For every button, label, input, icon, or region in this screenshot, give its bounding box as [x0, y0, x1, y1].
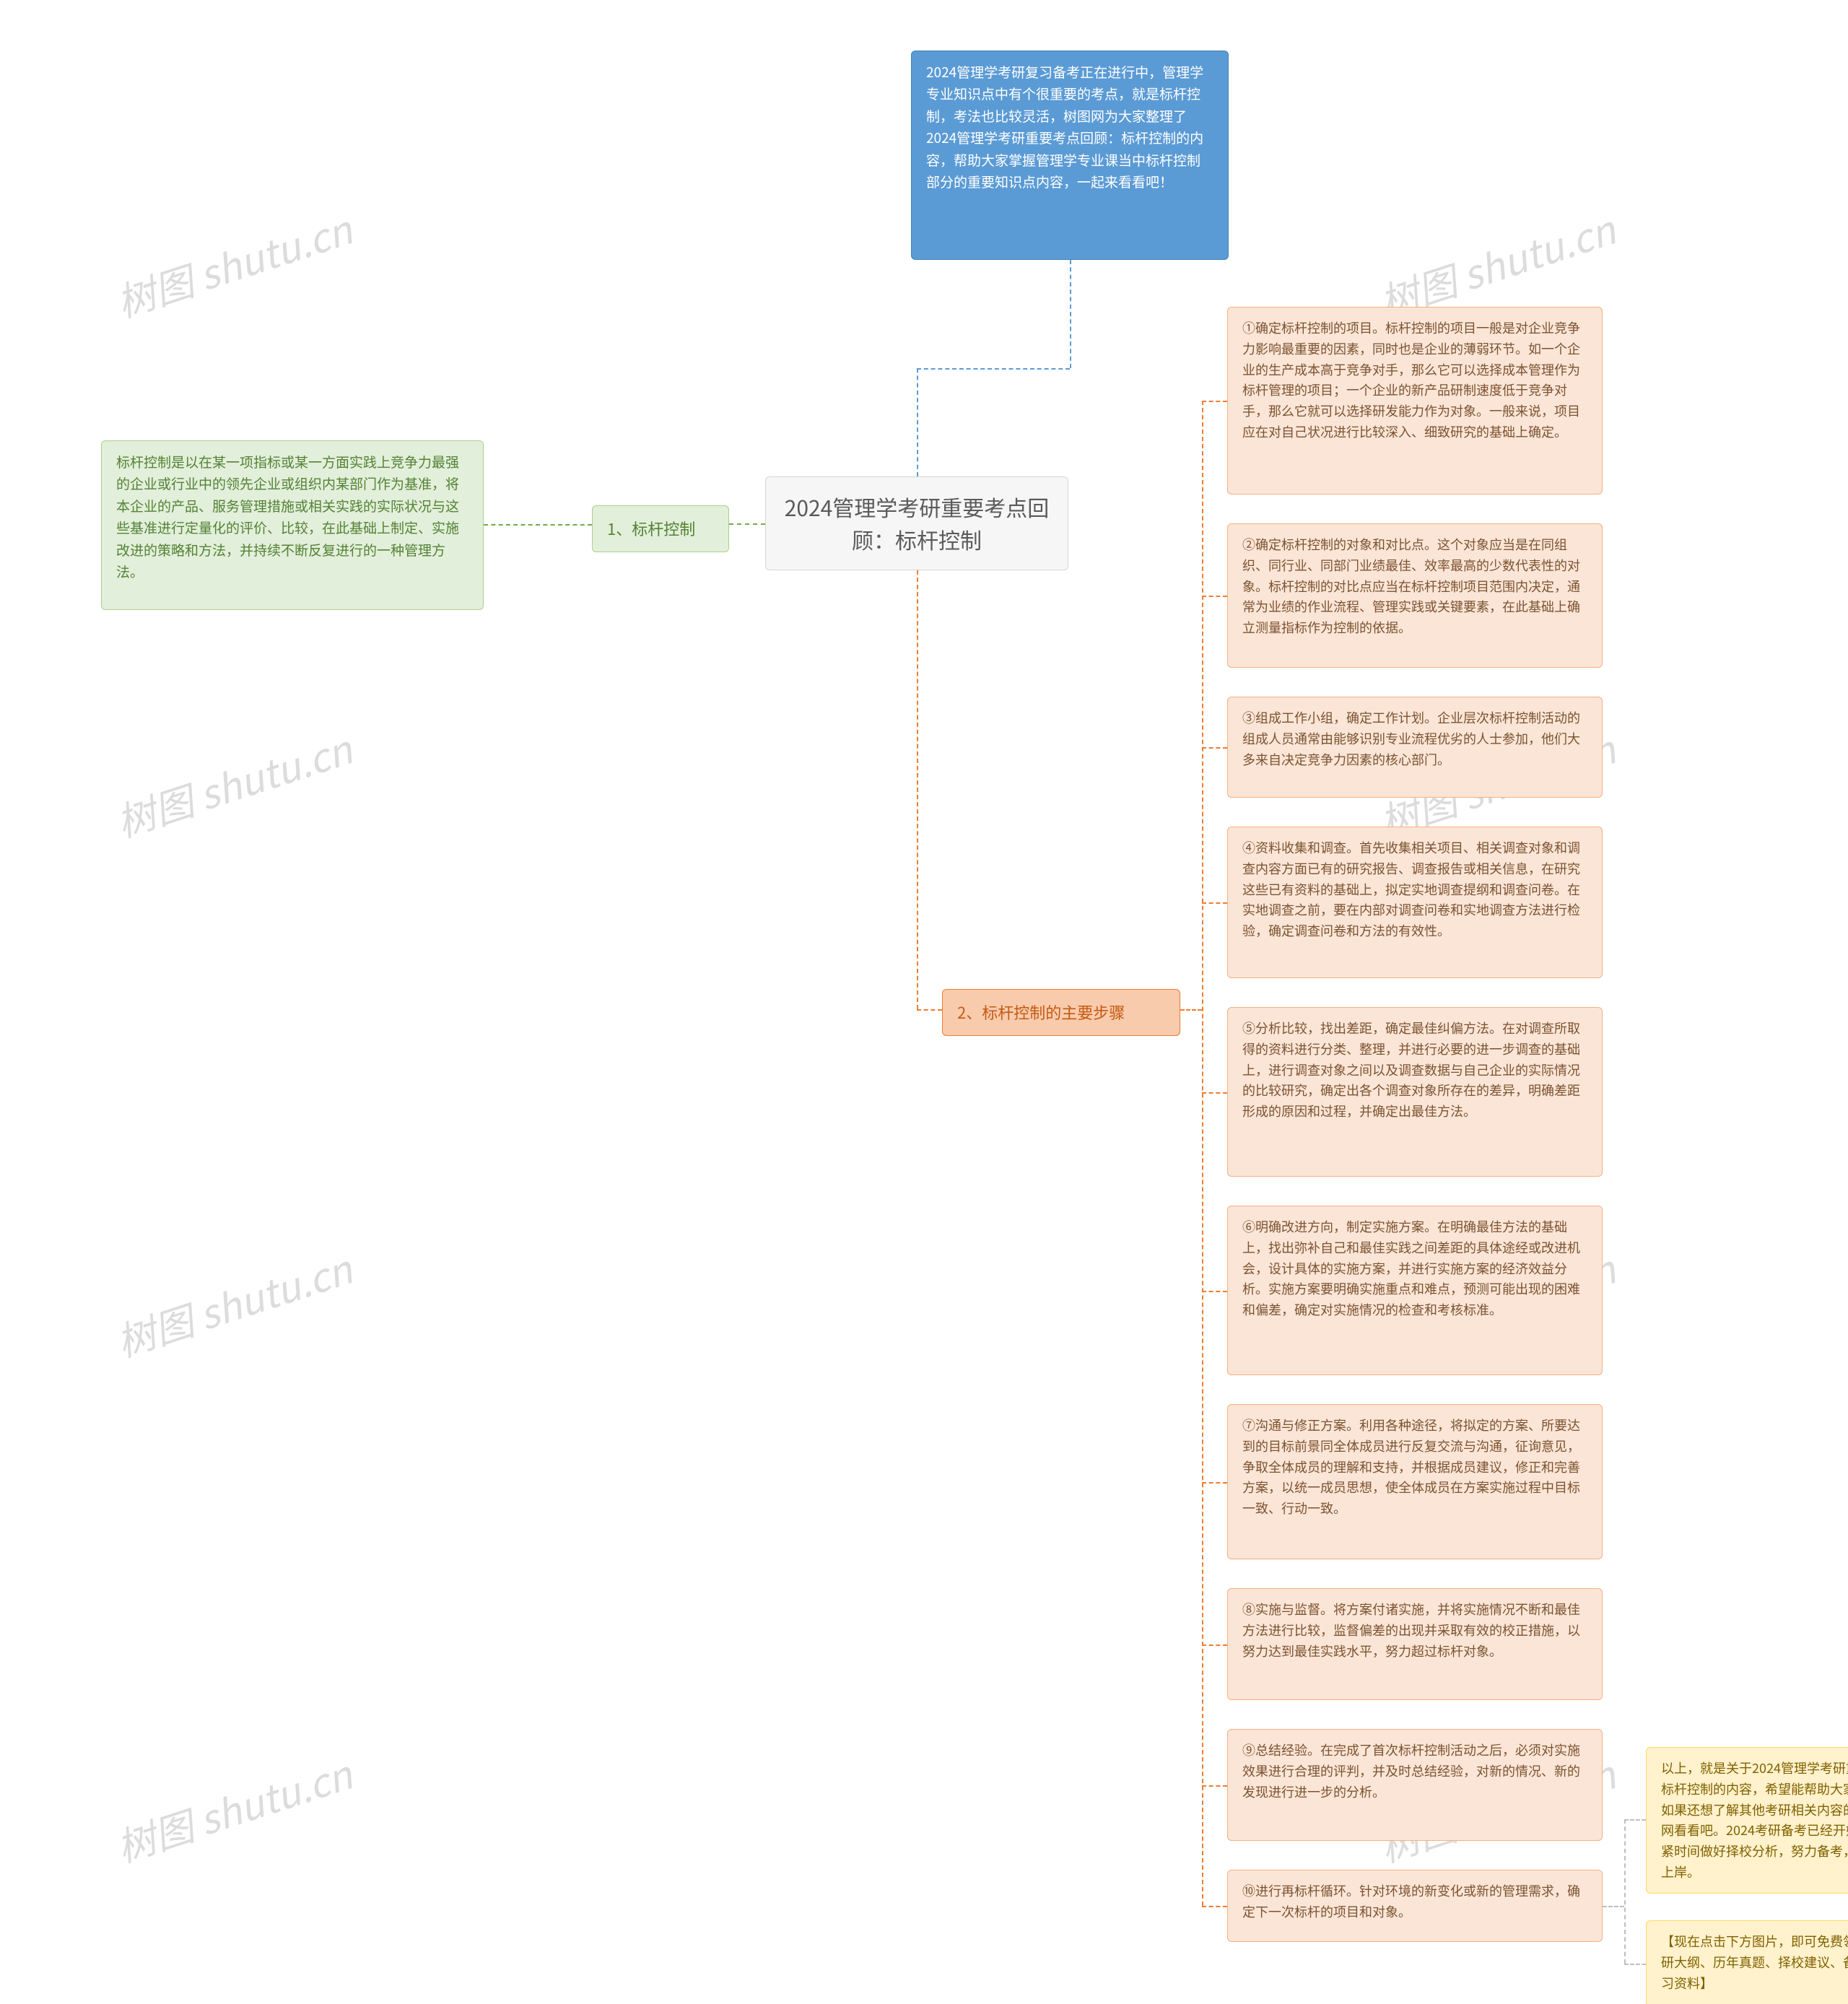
connector	[1624, 1819, 1626, 1964]
connector	[1603, 1906, 1624, 1907]
watermark: 树图 shutu.cn	[108, 1743, 359, 1873]
connector	[1202, 401, 1227, 402]
watermark: 树图 shutu.cn	[108, 718, 359, 848]
connector	[1202, 401, 1203, 1906]
branch2-text: 2、标杆控制的主要步骤	[957, 1000, 1125, 1025]
connector	[1202, 1092, 1227, 1094]
step8-node: ⑧实施与监督。将方案付诸实施，并将实施情况不断和最佳方法进行比较，监督偏差的出现…	[1227, 1588, 1603, 1700]
step7-node: ⑦沟通与修正方案。利用各种途径，将拟定的方案、所要达到的目标前景同全体成员进行反…	[1227, 1404, 1603, 1559]
branch1-node: 1、标杆控制	[592, 505, 729, 552]
connector	[1070, 260, 1071, 368]
connector	[1202, 902, 1227, 904]
step2-text: ②确定标杆控制的对象和对比点。这个对象应当是在同组织、同行业、同部门业绩最佳、效…	[1242, 535, 1580, 637]
branch1-text: 1、标杆控制	[607, 516, 695, 541]
tail2-node: 【现在点击下方图片，即可免费领取参考书单、考研大纲、历年真题、择校建议、备考经验…	[1646, 1920, 1848, 2004]
step7-text: ⑦沟通与修正方案。利用各种途径，将拟定的方案、所要达到的目标前景同全体成员进行反…	[1242, 1416, 1580, 1517]
step4-node: ④资料收集和调查。首先收集相关项目、相关调查对象和调查内容方面已有的研究报告、调…	[1227, 827, 1603, 978]
step4-text: ④资料收集和调查。首先收集相关项目、相关调查对象和调查内容方面已有的研究报告、调…	[1242, 838, 1580, 940]
center-text: 2024管理学考研重要考点回顾：标杆控制	[780, 491, 1053, 556]
center-node: 2024管理学考研重要考点回顾：标杆控制	[765, 476, 1068, 570]
watermark: 树图 shutu.cn	[108, 1238, 359, 1368]
connector	[1202, 1785, 1227, 1787]
intro-text: 2024管理学考研复习备考正在进行中，管理学专业知识点中有个很重要的考点，就是标…	[926, 62, 1203, 191]
step8-text: ⑧实施与监督。将方案付诸实施，并将实施情况不断和最佳方法进行比较，监督偏差的出现…	[1242, 1600, 1580, 1660]
branch1-leaf-node: 标杆控制是以在某一项指标或某一方面实践上竞争力最强的企业或行业中的领先企业或组织…	[101, 440, 484, 610]
connector	[729, 523, 765, 525]
connector	[1624, 1819, 1646, 1821]
intro-node: 2024管理学考研复习备考正在进行中，管理学专业知识点中有个很重要的考点，就是标…	[911, 51, 1229, 260]
branch2-node: 2、标杆控制的主要步骤	[942, 989, 1180, 1036]
connector	[1202, 1482, 1227, 1484]
connector	[917, 1009, 942, 1011]
step5-node: ⑤分析比较，找出差距，确定最佳纠偏方法。在对调查所取得的资料进行分类、整理，并进…	[1227, 1007, 1603, 1177]
step2-node: ②确定标杆控制的对象和对比点。这个对象应当是在同组织、同行业、同部门业绩最佳、效…	[1227, 523, 1603, 668]
step1-text: ①确定标杆控制的项目。标杆控制的项目一般是对企业竞争力影响最重要的因素，同时也是…	[1242, 318, 1580, 441]
connector	[1624, 1964, 1646, 1965]
connector	[484, 524, 592, 526]
step1-node: ①确定标杆控制的项目。标杆控制的项目一般是对企业竞争力影响最重要的因素，同时也是…	[1227, 307, 1603, 495]
step6-text: ⑥明确改进方向，制定实施方案。在明确最佳方法的基础上，找出弥补自己和最佳实践之间…	[1242, 1217, 1580, 1319]
connector	[1202, 596, 1227, 597]
step10-node: ⑩进行再标杆循环。针对环境的新变化或新的管理需求，确定下一次标杆的项目和对象。	[1227, 1870, 1603, 1942]
connector	[1202, 1644, 1227, 1646]
step9-text: ⑨总结经验。在完成了首次标杆控制活动之后，必须对实施效果进行合理的评判，并及时总…	[1242, 1741, 1580, 1801]
step5-text: ⑤分析比较，找出差距，确定最佳纠偏方法。在对调查所取得的资料进行分类、整理，并进…	[1242, 1019, 1580, 1120]
connector	[1180, 1009, 1202, 1011]
branch1-leaf-text: 标杆控制是以在某一项指标或某一方面实践上竞争力最强的企业或行业中的领先企业或组织…	[116, 452, 459, 581]
connector	[917, 570, 918, 1009]
tail1-node: 以上，就是关于2024管理学考研重要考点回顾：标杆控制的内容，希望能帮助大家做好…	[1646, 1747, 1848, 1894]
step3-text: ③组成工作小组，确定工作计划。企业层次标杆控制活动的组成人员通常由能够识别专业流…	[1242, 708, 1580, 769]
watermark: 树图 shutu.cn	[108, 199, 359, 328]
step10-text: ⑩进行再标杆循环。针对环境的新变化或新的管理需求，确定下一次标杆的项目和对象。	[1242, 1881, 1580, 1921]
step9-node: ⑨总结经验。在完成了首次标杆控制活动之后，必须对实施效果进行合理的评判，并及时总…	[1227, 1729, 1603, 1841]
connector	[1202, 1906, 1227, 1907]
connector	[917, 368, 918, 476]
connector	[1202, 1291, 1227, 1292]
connector	[917, 368, 1070, 370]
tail2-text: 【现在点击下方图片，即可免费领取参考书单、考研大纲、历年真题、择校建议、备考经验…	[1661, 1932, 1848, 1992]
step6-node: ⑥明确改进方向，制定实施方案。在明确最佳方法的基础上，找出弥补自己和最佳实践之间…	[1227, 1206, 1603, 1375]
tail1-text: 以上，就是关于2024管理学考研重要考点回顾：标杆控制的内容，希望能帮助大家做好…	[1661, 1759, 1848, 1881]
connector	[1202, 747, 1227, 749]
step3-node: ③组成工作小组，确定工作计划。企业层次标杆控制活动的组成人员通常由能够识别专业流…	[1227, 697, 1603, 798]
